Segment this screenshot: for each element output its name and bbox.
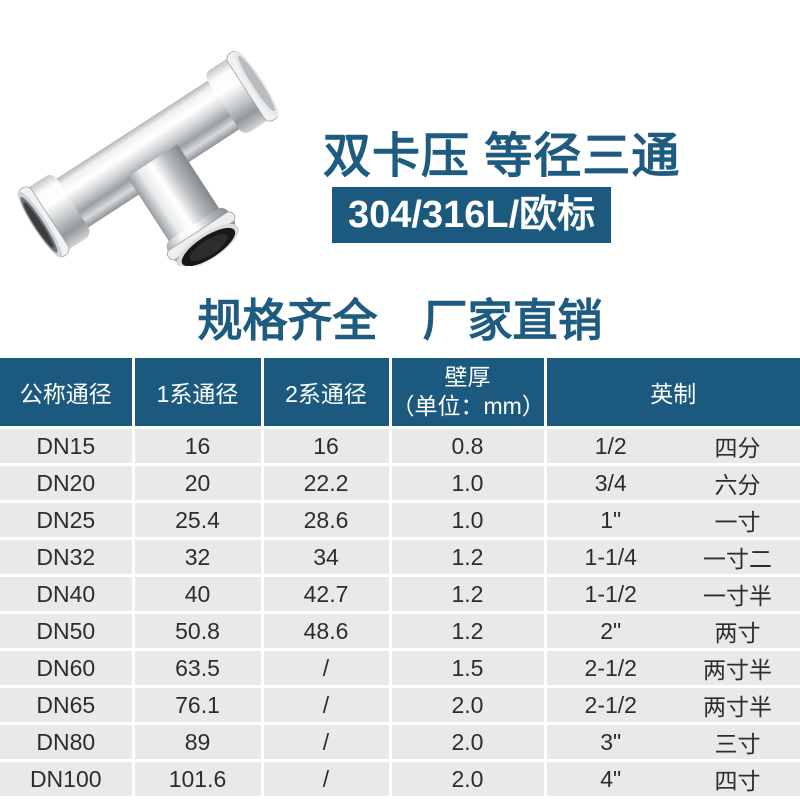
table-cell: 20 xyxy=(131,463,262,502)
table-row: DN100 101.6/2.0 4" 四寸 xyxy=(0,759,800,796)
table-cell: 1.2 xyxy=(388,611,545,650)
spec-table: 公称通径 1系通径 2系通径 壁厚 （单位：mm） 英制 DN15 16 16 0.8… xyxy=(0,355,800,796)
header-row: 公称通径 1系通径 2系通径 壁厚 （单位：mm） 英制 xyxy=(0,355,800,428)
table-cell: 2-1/2 xyxy=(543,685,675,724)
table-row: DN60 63.5/1.5 2-1/2 两寸半 xyxy=(0,648,800,687)
table-cell: 25.4 xyxy=(131,500,262,539)
spec-table-head: 公称通径 1系通径 2系通径 壁厚 （单位：mm） 英制 xyxy=(0,355,800,428)
table-cell: 16 xyxy=(260,426,390,465)
table-row: DN50 50.8 48.6 1.2 2" 两寸 xyxy=(0,611,800,650)
table-cell: 1.2 xyxy=(388,574,545,613)
table-cell: 48.6 xyxy=(260,611,390,650)
table-cell: 六分 xyxy=(675,463,800,502)
table-cell: 四分 xyxy=(675,426,800,465)
table-row: DN20 20 22.2 1.0 3/4 六分 xyxy=(0,463,800,502)
tee-fitting-image xyxy=(17,50,279,269)
table-row: DN25 25.4 28.6 1.0 1" 一寸 xyxy=(0,500,800,539)
table-cell: 1-1/2 xyxy=(543,574,675,613)
tee-branch xyxy=(127,144,239,269)
table-cell: DN20 xyxy=(0,463,133,502)
table-cell: 四寸 xyxy=(675,759,800,796)
table-cell: 40 xyxy=(131,574,262,613)
table-cell: 2.0 xyxy=(388,685,545,724)
col-header-series1-diameter: 1系通径 xyxy=(131,355,262,428)
col-header-series2-diameter: 2系通径 xyxy=(260,355,390,428)
table-cell: 2.0 xyxy=(388,722,545,761)
table-cell: 一寸二 xyxy=(675,537,800,576)
table-row: DN65 76.1/2.0 2-1/2 两寸半 xyxy=(0,685,800,724)
table-cell: 63.5 xyxy=(131,648,262,687)
table-cell: 1/2 xyxy=(543,426,675,465)
table-cell: 1-1/4 xyxy=(543,537,675,576)
table-cell: 1.0 xyxy=(388,463,545,502)
table-cell: / xyxy=(260,648,390,687)
table-cell: DN50 xyxy=(0,611,133,650)
table-cell: 1" xyxy=(543,500,675,539)
table-row: DN32 32 34 1.2 1-1/4 一寸二 xyxy=(0,537,800,576)
table-row: DN15 16 16 0.8 1/2 四分 xyxy=(0,426,800,465)
table-cell: 22.2 xyxy=(260,463,390,502)
wall-thickness-label: 壁厚 xyxy=(444,364,491,391)
spec-table-body: DN15 16 16 0.8 1/2 四分 DN20 20 22.2 1.0 3/4 六分 DN25 25… xyxy=(0,426,800,796)
table-row: DN80 89/2.0 3" 三寸 xyxy=(0,722,800,761)
wall-thickness-unit: （单位：mm） xyxy=(391,393,545,419)
table-cell: / xyxy=(260,722,390,761)
table-cell: / xyxy=(260,759,390,796)
table-cell: 两寸 xyxy=(675,611,800,650)
table-cell: 1.5 xyxy=(388,648,545,687)
col-header-nominal-diameter: 公称通径 xyxy=(0,355,133,428)
table-cell: 16 xyxy=(131,426,262,465)
table-cell: 50.8 xyxy=(131,611,262,650)
table-cell: 2-1/2 xyxy=(543,648,675,687)
table-cell: DN25 xyxy=(0,500,133,539)
table-cell: 1.0 xyxy=(388,500,545,539)
col-header-wall-thickness: 壁厚 （单位：mm） xyxy=(388,355,545,428)
table-cell: 76.1 xyxy=(131,685,262,724)
table-cell: 101.6 xyxy=(131,759,262,796)
product-title: 双卡压 等径三通 xyxy=(323,130,681,183)
product-photo xyxy=(10,38,282,269)
table-cell: DN40 xyxy=(0,574,133,613)
col-header-imperial: 英制 xyxy=(543,355,800,428)
table-cell: 2.0 xyxy=(388,759,545,796)
table-row: DN40 40 42.7 1.2 1-1/2 一寸半 xyxy=(0,574,800,613)
table-cell: DN65 xyxy=(0,685,133,724)
table-cell: 3/4 xyxy=(543,463,675,502)
table-cell: 28.6 xyxy=(260,500,390,539)
table-cell: 32 xyxy=(131,537,262,576)
table-cell: 0.8 xyxy=(388,426,545,465)
left-press-end xyxy=(17,175,90,258)
table-cell: DN15 xyxy=(0,426,133,465)
material-badge: 304/316L/欧标 xyxy=(332,187,612,243)
table-cell: DN100 xyxy=(0,759,133,796)
table-cell: 一寸 xyxy=(675,500,800,539)
table-cell: DN60 xyxy=(0,648,133,687)
table-cell: 3" xyxy=(543,722,675,761)
table-cell: DN80 xyxy=(0,722,133,761)
table-cell: 两寸半 xyxy=(675,648,800,687)
tee-body xyxy=(17,50,279,269)
table-cell: / xyxy=(260,685,390,724)
table-cell: 34 xyxy=(260,537,390,576)
table-cell: 一寸半 xyxy=(675,574,800,613)
table-cell: 4" xyxy=(543,759,675,796)
table-cell: 两寸半 xyxy=(675,685,800,724)
subtitle: 规格齐全 厂家直销 xyxy=(197,295,603,346)
table-cell: 42.7 xyxy=(260,574,390,613)
table-cell: 三寸 xyxy=(675,722,800,761)
table-cell: 1.2 xyxy=(388,537,545,576)
table-cell: 89 xyxy=(131,722,262,761)
right-press-end xyxy=(206,50,279,133)
table-cell: 2" xyxy=(543,611,675,650)
table-cell: DN32 xyxy=(0,537,133,576)
